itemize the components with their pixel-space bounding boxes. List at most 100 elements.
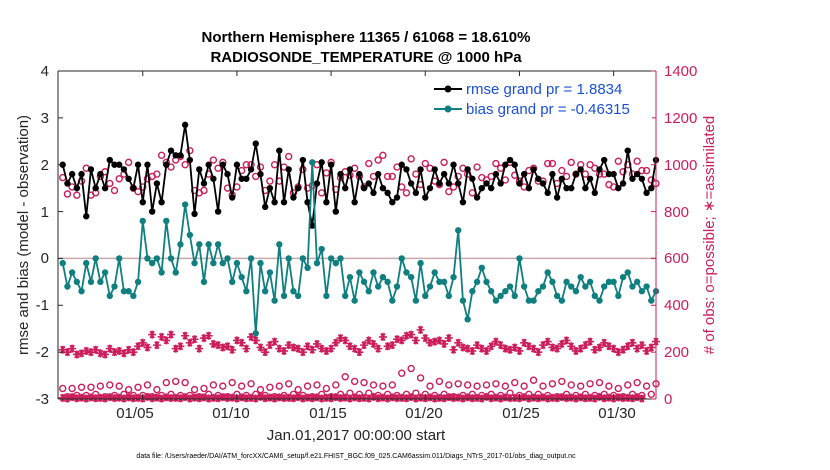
bias-point: [619, 273, 627, 281]
rmse-point: [393, 194, 401, 201]
obs-assimilated-marker: [58, 345, 67, 354]
rmse-point: [148, 208, 156, 215]
y-tick-label-right: 1200: [664, 110, 697, 127]
obs-possible-marker: [454, 380, 462, 388]
obs-assimilated-marker: [129, 394, 138, 403]
obs-possible-marker: [501, 382, 510, 390]
obs-possible-marker: [294, 385, 302, 394]
bias-point: [426, 283, 434, 290]
rmse-point: [379, 184, 387, 192]
obs-possible-marker: [322, 384, 331, 393]
obs-assimilated-marker: [553, 394, 562, 403]
obs-assimilated-marker: [402, 394, 411, 403]
obs-possible-marker: [440, 158, 448, 167]
obs-assimilated-marker: [421, 334, 430, 343]
rmse-point: [294, 184, 302, 192]
obs-assimilated-marker: [261, 348, 270, 357]
rmse-point: [92, 184, 99, 192]
bias-point: [172, 269, 179, 276]
obs-possible-marker: [124, 158, 133, 167]
rmse-point: [280, 199, 288, 206]
rmse-point: [483, 180, 490, 187]
bias-point: [337, 255, 344, 262]
rmse-point: [177, 152, 184, 159]
obs-assimilated-marker: [199, 334, 208, 343]
bias-point: [586, 278, 594, 286]
obs-assimilated-marker: [637, 341, 646, 350]
obs-assimilated-marker: [604, 393, 613, 402]
rmse-point: [619, 180, 627, 187]
obs-possible-marker: [266, 383, 274, 391]
obs-assimilated-marker: [520, 338, 529, 347]
obs-assimilated-marker: [284, 393, 293, 402]
obs-assimilated-marker: [228, 345, 237, 354]
obs-possible-marker: [426, 382, 434, 390]
bias-point: [544, 269, 551, 276]
y-tick-label: 3: [41, 110, 49, 127]
obs-assimilated-marker: [341, 393, 350, 402]
obs-possible-marker: [558, 166, 566, 175]
rmse-point: [648, 184, 655, 192]
x-tick-label: 01/05: [116, 405, 154, 422]
obs-assimilated-marker: [232, 336, 241, 345]
rmse-point: [332, 208, 340, 215]
legend-bias-marker: [444, 105, 452, 113]
obs-assimilated-marker: [68, 344, 77, 353]
obs-assimilated-marker: [567, 393, 576, 402]
obs-possible-marker: [209, 156, 218, 164]
rmse-point: [360, 184, 368, 192]
obs-assimilated-marker: [209, 339, 218, 348]
obs-possible-marker: [529, 376, 538, 384]
rmse-point: [290, 194, 297, 201]
obs-assimilated-marker: [77, 349, 86, 358]
bias-point: [200, 278, 208, 286]
rmse-point: [572, 170, 580, 178]
obs-assimilated-marker: [341, 336, 350, 345]
obs-assimilated-marker: [199, 393, 208, 402]
bias-point: [73, 278, 81, 286]
obs-possible-marker: [473, 163, 481, 171]
bias-point: [299, 255, 307, 262]
obs-assimilated-marker: [322, 346, 331, 355]
rmse-point: [167, 147, 175, 154]
obs-assimilated-marker: [567, 342, 576, 351]
bias-point: [351, 297, 358, 304]
obs-assimilated-marker: [327, 344, 336, 353]
rmse-point: [191, 210, 198, 218]
obs-assimilated-marker: [388, 341, 397, 350]
y-tick-label-right: 800: [664, 204, 689, 221]
rmse-point: [601, 156, 608, 164]
rmse-point: [210, 175, 217, 182]
rmse-point: [219, 161, 227, 168]
obs-possible-marker: [143, 381, 152, 389]
bias-point: [238, 273, 245, 281]
rmse-point: [318, 159, 325, 166]
y-tick-label-right: 400: [664, 297, 689, 314]
rmse-point: [247, 166, 255, 173]
rmse-point: [596, 166, 603, 173]
obs-assimilated-marker: [449, 345, 458, 354]
rmse-point: [563, 184, 570, 192]
rmse-point: [605, 170, 613, 178]
obs-assimilated-marker: [416, 325, 425, 334]
obs-possible-marker: [638, 166, 646, 175]
obs-assimilated-marker: [152, 393, 161, 402]
bias-point: [158, 269, 165, 276]
bias-point: [403, 269, 410, 276]
rmse-point: [586, 175, 594, 182]
obs-assimilated-marker: [529, 344, 538, 353]
obs-possible-marker: [106, 179, 114, 188]
rmse-point: [417, 166, 424, 173]
bias-point: [111, 283, 118, 290]
obs-assimilated-marker: [119, 349, 128, 358]
obs-assimilated-marker: [105, 393, 114, 402]
bias-point: [422, 292, 429, 300]
rmse-point: [615, 184, 622, 192]
bias-point: [483, 278, 490, 286]
obs-assimilated-marker: [312, 339, 321, 348]
obs-assimilated-marker: [562, 336, 571, 345]
obs-assimilated-marker: [303, 393, 312, 402]
rmse-point: [487, 184, 495, 192]
bias-point: [473, 278, 481, 286]
rmse-point: [163, 161, 170, 168]
